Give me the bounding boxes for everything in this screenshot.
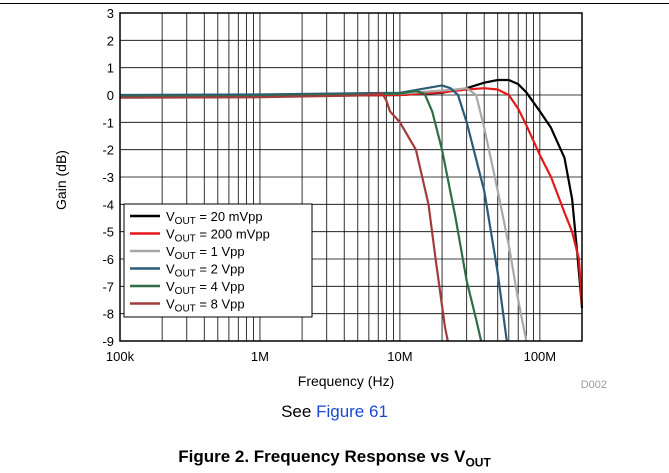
- series-curves: [119, 78, 584, 342]
- y-tick-label: -8: [102, 307, 114, 322]
- series-line: [119, 87, 584, 306]
- series-line: [119, 84, 508, 342]
- legend-entry: VOUT = 1 Vpp: [166, 244, 245, 262]
- y-tick-label: -3: [102, 170, 114, 185]
- x-axis-label: Frequency (Hz): [298, 373, 394, 389]
- series-line: [119, 89, 483, 342]
- x-tick-label: 1M: [251, 349, 269, 364]
- y-tick-label: -1: [102, 115, 114, 130]
- y-tick-label: -2: [102, 143, 114, 158]
- y-tick-label: -9: [102, 334, 114, 349]
- y-tick-labels: 3 2 1 0 -1 -2 -3 -4 -5 -6 -7 -8 -9: [102, 6, 114, 349]
- figure-caption: Figure 2. Frequency Response vs VOUT: [0, 447, 669, 469]
- y-tick-label: 0: [107, 88, 114, 103]
- plot-frame: [119, 12, 583, 342]
- figure-61-link[interactable]: Figure 61: [316, 402, 388, 421]
- x-tick-labels: 100k 1M 10M 100M: [106, 349, 556, 364]
- caption-main: Figure 2. Frequency Response vs V: [178, 447, 466, 466]
- y-tick-label: -7: [102, 279, 114, 294]
- legend-entry: VOUT = 8 Vpp: [166, 297, 245, 315]
- caption-sub: OUT: [465, 455, 491, 470]
- legend-entry: VOUT = 4 Vpp: [166, 279, 245, 297]
- see-prefix: See: [281, 402, 317, 421]
- series-line: [119, 92, 449, 342]
- y-tick-label: -6: [102, 252, 114, 267]
- top-rule: [0, 3, 669, 4]
- figure-id: D002: [581, 379, 607, 391]
- y-tick-label: 1: [107, 61, 114, 76]
- x-tick-label: 100M: [524, 349, 557, 364]
- y-tick-label: -4: [102, 197, 114, 212]
- x-tick-label: 100k: [106, 349, 135, 364]
- y-tick-label: 2: [107, 33, 114, 48]
- frequency-response-chart: 3 2 1 0 -1 -2 -3 -4 -5 -6 -7 -8 -9 100k 1M 10M 100M Fre…: [53, 6, 607, 391]
- y-tick-label: -5: [102, 225, 114, 240]
- y-tick-label: 3: [107, 6, 114, 21]
- x-tick-label: 10M: [387, 349, 412, 364]
- legend-entry: VOUT = 2 Vpp: [166, 262, 245, 280]
- legend-box: [123, 203, 313, 318]
- legend-entry: VOUT = 200 mVpp: [166, 227, 270, 245]
- see-figure-note: See Figure 61: [0, 402, 669, 422]
- legend-entry: VOUT = 20 mVpp: [166, 209, 263, 227]
- y-axis-label: Gain (dB): [53, 150, 69, 210]
